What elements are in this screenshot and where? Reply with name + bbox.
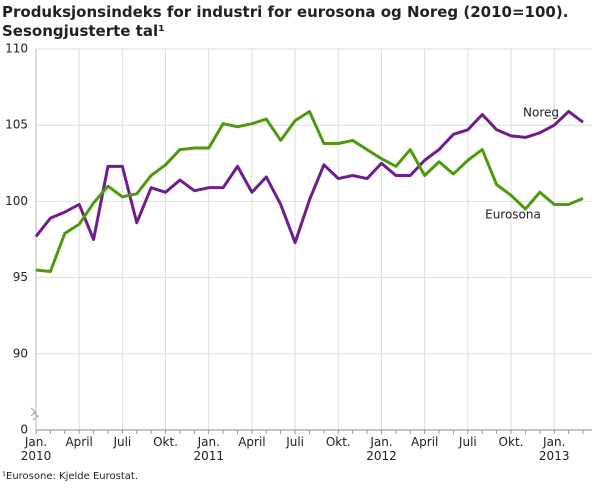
series-line: [34, 109, 584, 245]
x-tick-label: Jan. 2012: [366, 435, 397, 463]
chart-title: Produksjonsindeks for industri for euros…: [2, 3, 568, 21]
x-tick-label: Juli: [458, 435, 477, 449]
y-tick-label: 110: [5, 42, 28, 56]
x-tick-label: Okt.: [498, 435, 524, 449]
x-tick-label: April: [238, 435, 266, 449]
y-tick-label: 95: [13, 270, 28, 284]
x-tick-label: April: [410, 435, 439, 449]
axis-break: [30, 407, 39, 421]
series-label: Eurosona: [485, 208, 541, 222]
x-tick-label: Okt.: [325, 435, 351, 449]
x-tick-label: Jan. 2013: [538, 435, 570, 463]
x-tick-label: Okt.: [153, 435, 178, 449]
x-tick-label: Juli: [113, 435, 132, 449]
x-tick-label: Jan. 2011: [193, 435, 224, 463]
footnote: ¹Eurosone: Kjelde Eurostat.: [2, 471, 139, 482]
series-line: [35, 109, 584, 273]
y-tick-label: 105: [5, 118, 28, 132]
chart-subtitle: Sesongjusterte tal¹: [2, 22, 165, 40]
x-tick-label: Jan. 2010: [20, 435, 52, 463]
y-tick-label: 90: [13, 346, 28, 360]
x-tick-label: Juli: [286, 435, 304, 449]
x-tick-label: April: [65, 435, 93, 449]
y-tick-label: 0: [20, 423, 28, 437]
series-label: Noreg: [523, 106, 559, 120]
y-tick-label: 100: [5, 194, 28, 208]
